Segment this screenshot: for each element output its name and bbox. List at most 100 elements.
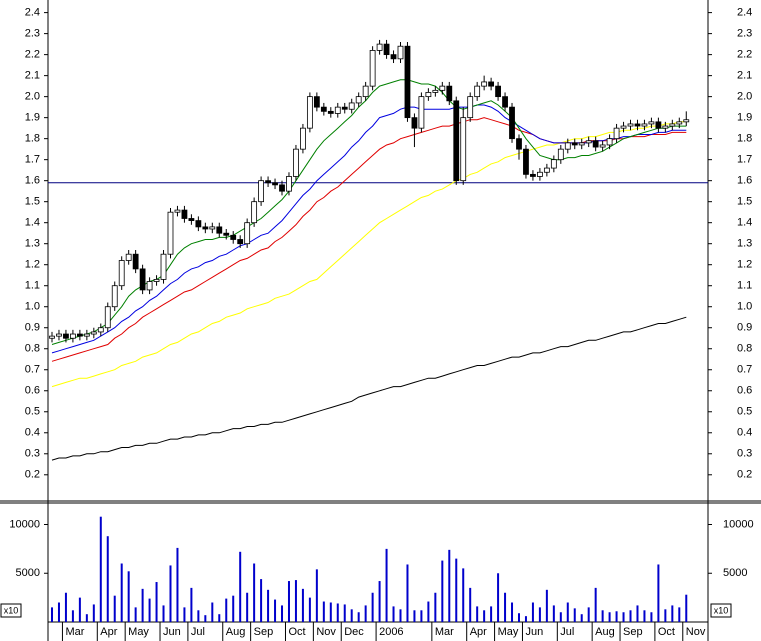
candle-body: [341, 106, 348, 110]
y-tick-label: 2.4: [737, 7, 752, 19]
volume-bar: [385, 548, 388, 622]
y-tick-label: 1.7: [737, 154, 752, 166]
volume-bar: [531, 602, 534, 622]
volume-bar: [308, 597, 311, 622]
y-tick-label: 5000: [723, 567, 747, 579]
candle-body: [355, 96, 362, 104]
candle-body: [641, 123, 648, 127]
volume-bar: [671, 605, 674, 622]
candle-body: [606, 138, 613, 146]
x-tick-label: Dec: [344, 626, 364, 638]
volume-bar: [594, 587, 597, 622]
volume-bar: [329, 602, 332, 622]
candle-body: [383, 43, 390, 56]
unit-box: [0, 603, 22, 618]
x-tick-label: Aug: [595, 626, 615, 638]
candle-body: [216, 226, 223, 234]
candle-body: [474, 85, 481, 98]
volume-bar: [315, 569, 318, 622]
y-tick-label: 1.0: [737, 301, 752, 313]
volume-bar: [274, 599, 277, 622]
volume-bar: [552, 605, 555, 622]
y-tick-label: 1.0: [25, 301, 40, 313]
volume-bar: [294, 580, 297, 622]
volume-bar: [462, 568, 465, 622]
y-tick-label: 1.6: [25, 175, 40, 187]
candle-body: [181, 209, 188, 219]
volume-bar: [650, 612, 653, 622]
candle-body: [397, 45, 404, 60]
volume-bar: [629, 610, 632, 622]
volume-bar: [113, 595, 116, 622]
x-tick-label: May: [498, 626, 519, 638]
y-tick-label: 0.9: [25, 322, 40, 334]
candle-body: [592, 140, 599, 148]
x-tick-label: 2006: [379, 626, 403, 638]
volume-bar: [169, 565, 172, 622]
candle-body: [655, 121, 662, 129]
candle-body: [578, 142, 585, 146]
volume-bar: [343, 604, 346, 622]
volume-bar: [51, 607, 53, 622]
x-tick-label: May: [128, 626, 149, 638]
candle-body: [411, 117, 418, 129]
y-tick-label: 1.2: [25, 259, 40, 271]
volume-bar: [524, 616, 527, 622]
candle-body: [139, 268, 146, 291]
candle-body: [313, 96, 320, 108]
candle-body: [404, 45, 411, 119]
volume-bar: [106, 536, 109, 622]
volume-bar: [162, 605, 165, 622]
volume-bar: [413, 610, 416, 622]
candle-body: [230, 234, 237, 240]
volume-bar: [371, 592, 374, 622]
volume-bar: [455, 558, 458, 622]
candle-body: [300, 127, 306, 150]
candle-body: [272, 182, 278, 186]
volume-bar: [71, 610, 74, 622]
candle-body: [418, 96, 425, 129]
volume-bar: [176, 547, 179, 622]
volume-bar: [211, 602, 214, 622]
volume-bar: [622, 612, 625, 622]
y-tick-label: 1.9: [25, 112, 40, 124]
candle-body: [327, 110, 334, 114]
volume-bar: [399, 609, 402, 622]
moving-average: [51, 79, 687, 345]
y-tick-label: 2.3: [737, 28, 752, 40]
candle-body: [683, 119, 690, 123]
y-tick-label: 0.4: [25, 427, 40, 439]
x-tick-label: Aug: [226, 626, 246, 638]
candle-body: [676, 121, 683, 125]
x-tick-label: Apr: [100, 626, 117, 638]
volume-bar: [448, 549, 451, 622]
volume-bar: [134, 607, 137, 622]
candle-body: [111, 285, 118, 308]
candle-body: [516, 138, 522, 150]
candle-body: [320, 106, 327, 112]
y-tick-label: 1.3: [25, 238, 40, 250]
volume-bar: [267, 589, 270, 622]
candle-body: [627, 123, 634, 127]
x-tick-label: Jun: [525, 626, 543, 638]
candle-body: [620, 125, 627, 129]
volume-bar: [608, 612, 611, 622]
y-tick-label: 2.3: [25, 28, 40, 40]
candle-body: [502, 96, 508, 108]
candle-body: [334, 106, 341, 114]
candle-body: [460, 117, 467, 182]
volume-bar: [197, 610, 200, 622]
unit-box: [710, 603, 732, 618]
y-tick-label: 2.0: [737, 91, 752, 103]
volume-bar: [218, 614, 221, 622]
volume-bar: [232, 595, 235, 622]
candle-body: [495, 85, 501, 98]
volume-bar: [483, 610, 486, 622]
volume-bar: [601, 610, 604, 622]
volume-bar: [517, 613, 520, 622]
candle-body: [132, 253, 139, 270]
x-tick-label: Jun: [163, 626, 181, 638]
candle-body: [543, 167, 550, 173]
